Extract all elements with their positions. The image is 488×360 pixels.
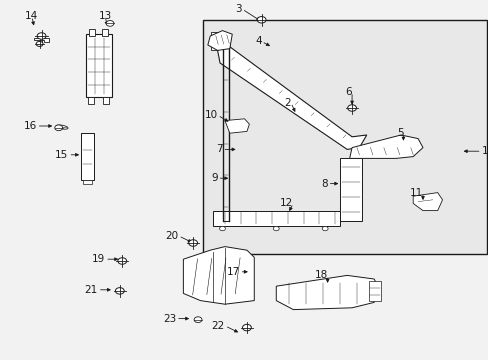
Text: 10: 10 (204, 110, 217, 120)
Bar (81, 133, 94, 180)
Text: 2: 2 (284, 98, 290, 108)
Bar (339, 158, 361, 221)
Bar (102, 97, 108, 104)
Text: 18: 18 (314, 270, 327, 280)
Circle shape (242, 324, 251, 331)
Text: 15: 15 (55, 150, 68, 160)
Ellipse shape (56, 125, 68, 129)
Circle shape (219, 226, 225, 231)
Bar (85, 34, 112, 97)
Text: 22: 22 (211, 321, 224, 331)
Text: 21: 21 (84, 285, 98, 295)
Text: 4: 4 (254, 36, 261, 46)
Text: 14: 14 (25, 11, 39, 21)
Circle shape (257, 17, 265, 23)
Circle shape (347, 105, 356, 111)
Circle shape (188, 240, 197, 246)
Text: 19: 19 (92, 254, 105, 264)
Polygon shape (207, 31, 232, 50)
Circle shape (322, 226, 327, 231)
Bar (102, 29, 107, 36)
Polygon shape (183, 247, 254, 304)
Polygon shape (34, 38, 49, 42)
Text: 13: 13 (98, 11, 112, 21)
Polygon shape (224, 119, 249, 133)
Text: 3: 3 (235, 4, 242, 14)
Text: 5: 5 (396, 128, 403, 138)
Polygon shape (276, 275, 378, 310)
Text: 11: 11 (409, 188, 422, 198)
Text: 23: 23 (163, 314, 176, 324)
Circle shape (55, 125, 62, 131)
Bar (368, 281, 381, 301)
Bar (88, 97, 94, 104)
Circle shape (273, 226, 279, 231)
Text: 7: 7 (215, 144, 222, 154)
Circle shape (118, 258, 126, 264)
Bar (210, 32, 223, 50)
Circle shape (106, 21, 114, 26)
Text: 17: 17 (226, 267, 239, 277)
Circle shape (115, 288, 124, 294)
Bar (83, 180, 92, 184)
Circle shape (36, 41, 43, 46)
Bar (203, 20, 486, 254)
Text: 6: 6 (345, 87, 351, 97)
Text: 12: 12 (280, 198, 293, 208)
Bar (212, 211, 339, 226)
Text: 20: 20 (165, 231, 178, 241)
Polygon shape (412, 193, 442, 211)
Text: 16: 16 (23, 121, 37, 131)
Text: 9: 9 (210, 173, 217, 183)
Circle shape (37, 33, 46, 39)
Circle shape (194, 317, 202, 323)
Polygon shape (217, 45, 366, 149)
Polygon shape (349, 135, 422, 158)
Bar (89, 29, 95, 36)
Text: 1: 1 (481, 146, 488, 156)
Text: 8: 8 (320, 179, 327, 189)
